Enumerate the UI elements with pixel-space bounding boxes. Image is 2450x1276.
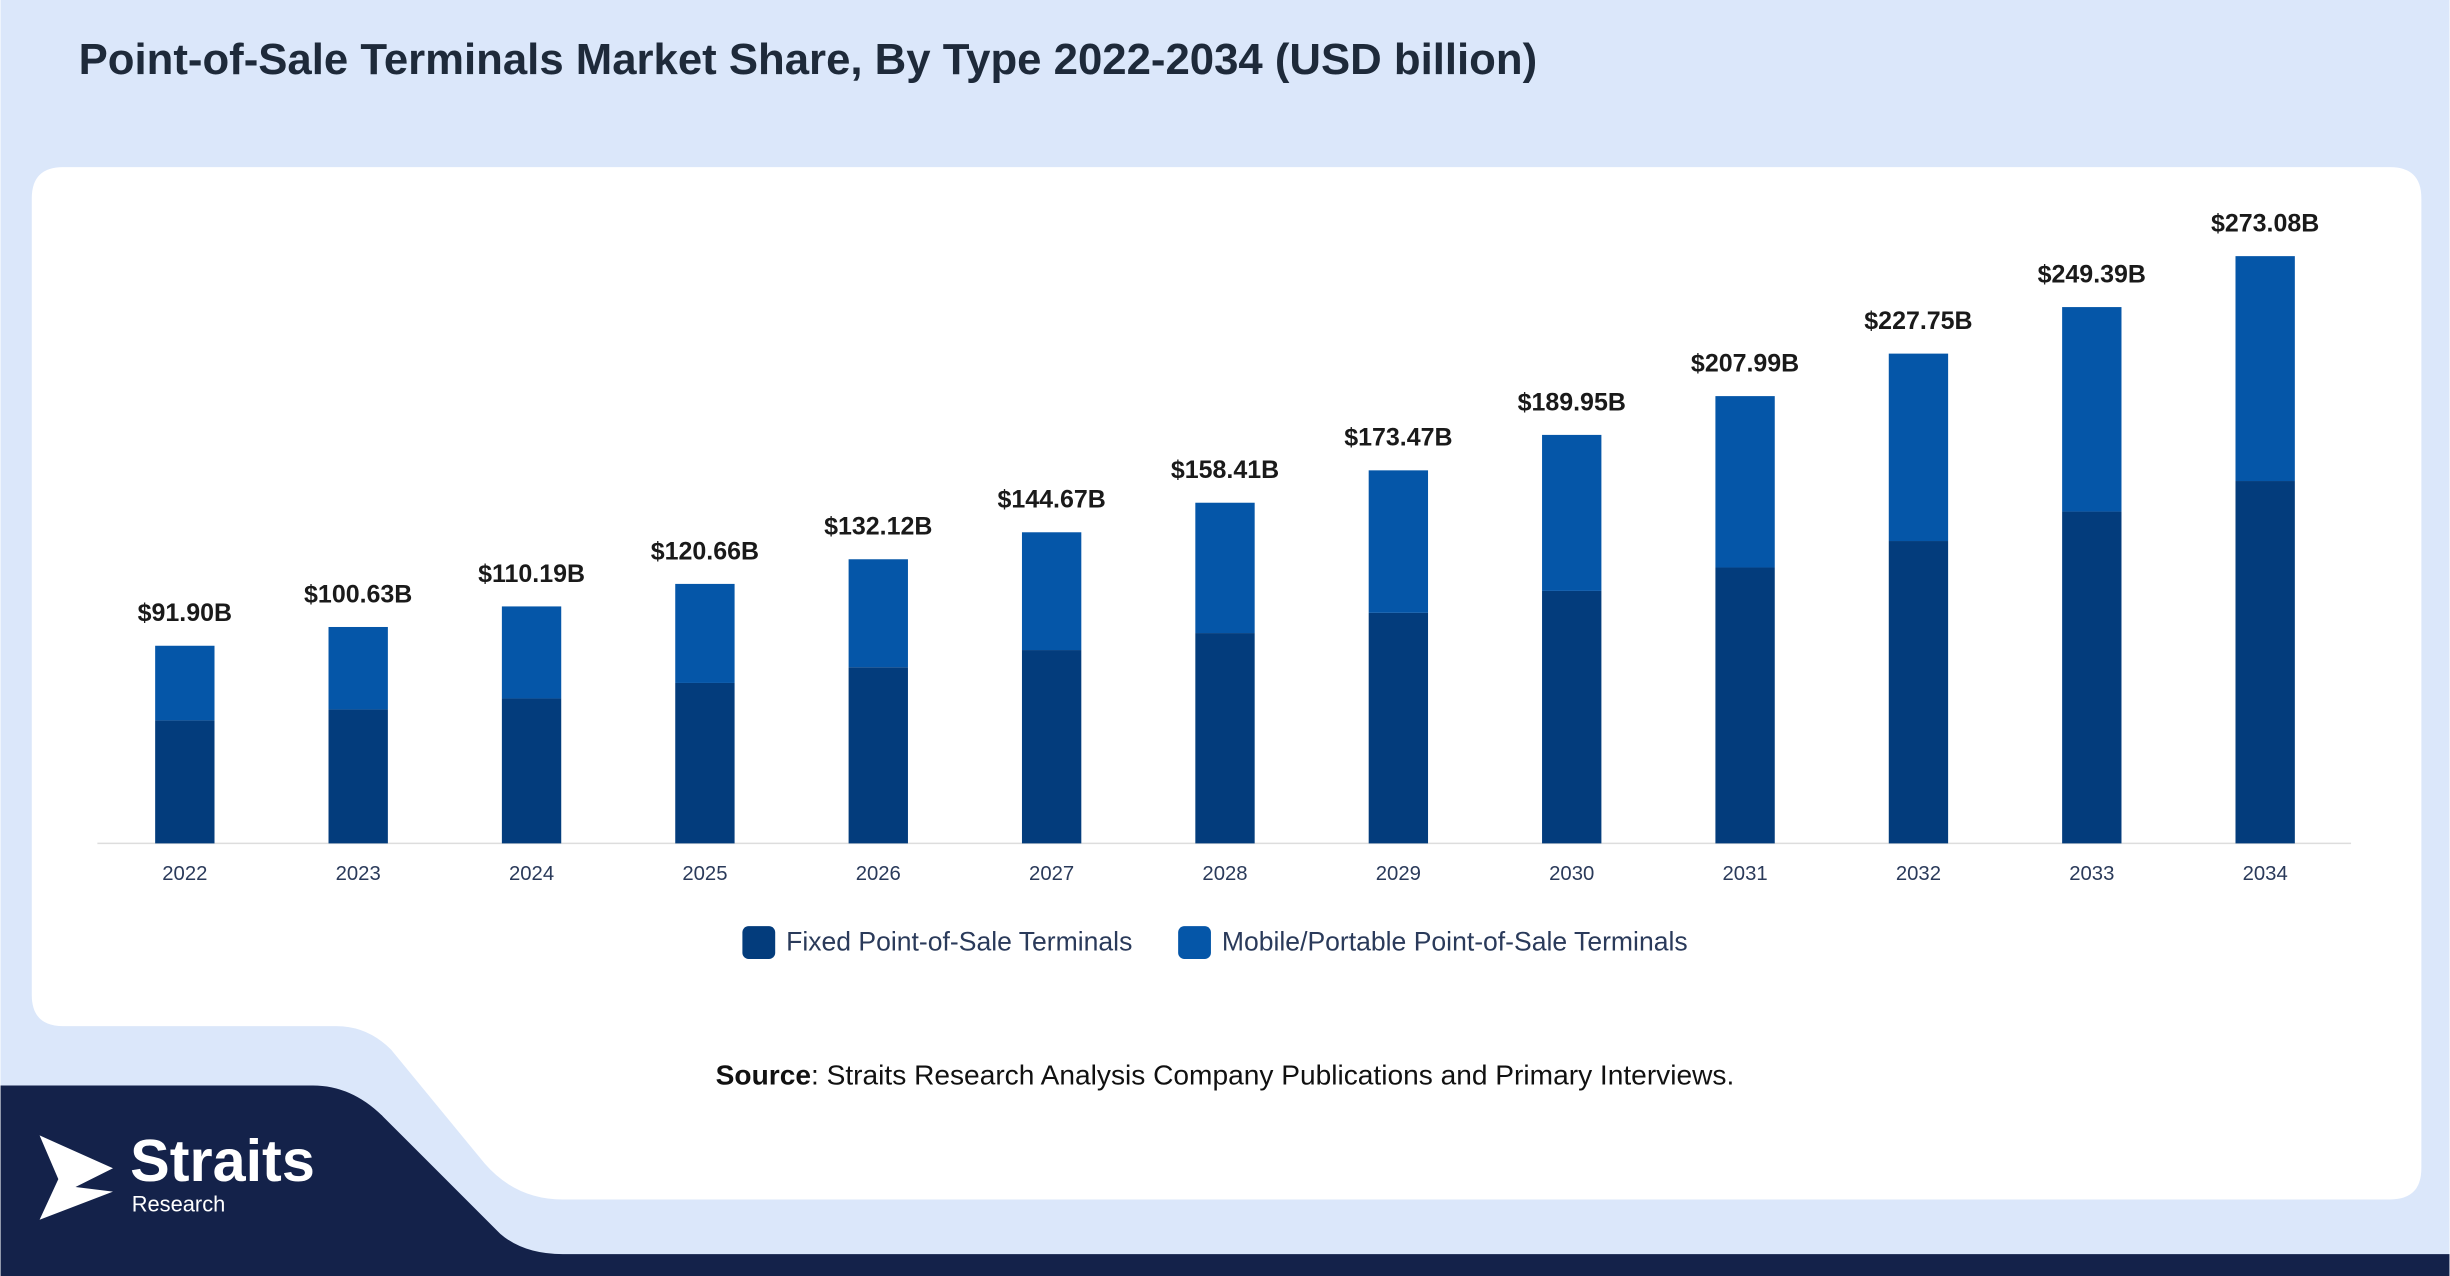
x-tick-label: 2028 — [1202, 863, 1247, 885]
total-label: $120.66B — [651, 537, 759, 565]
total-label: $144.67B — [997, 486, 1105, 514]
total-label: $132.12B — [824, 513, 932, 541]
x-tick-label: 2023 — [336, 863, 381, 885]
bar-segment — [1715, 567, 1775, 844]
bar-segment — [848, 559, 908, 668]
bar-segment — [328, 709, 388, 844]
bar-segment — [155, 645, 215, 721]
legend-swatch — [742, 926, 776, 959]
total-label: $249.39B — [2038, 260, 2146, 288]
source: Source: Straits Research Analysis Compan… — [716, 1060, 1735, 1091]
bar-segment — [1021, 650, 1082, 844]
legend-swatch — [1178, 926, 1211, 959]
bar-segment — [2235, 481, 2295, 844]
x-tick-label: 2027 — [1029, 863, 1074, 885]
bar-segment — [328, 626, 388, 710]
logo-sub: Research — [132, 1191, 226, 1216]
total-label: $207.99B — [1691, 349, 1799, 377]
bar-segment — [1542, 590, 1602, 844]
bar-segment — [1021, 532, 1082, 651]
bar-segment — [155, 720, 215, 844]
logo-name: Straits — [130, 1127, 315, 1194]
x-tick-label: 2030 — [1549, 863, 1594, 885]
bar-segment — [501, 606, 562, 699]
total-label: $91.90B — [138, 599, 232, 627]
chart-title: Point-of-Sale Terminals Market Share, By… — [79, 35, 1538, 84]
x-tick-label: 2022 — [162, 863, 207, 885]
x-tick-label: 2024 — [509, 863, 554, 885]
x-tick-label: 2026 — [856, 863, 901, 885]
total-label: $273.08B — [2211, 209, 2319, 237]
total-label: $158.41B — [1171, 456, 1279, 484]
total-label: $110.19B — [478, 560, 585, 588]
x-tick-label: 2031 — [1723, 863, 1768, 885]
source-text: : Straits Research Analysis Company Publ… — [811, 1060, 1734, 1091]
bar-segment — [1888, 353, 1949, 542]
footer-band — [0, 1085, 2450, 1276]
x-tick-label: 2025 — [682, 863, 727, 885]
x-tick-label: 2029 — [1376, 863, 1421, 885]
x-tick-label: 2032 — [1896, 863, 1941, 885]
bar-segment — [2062, 307, 2122, 512]
total-label: $173.47B — [1344, 424, 1452, 452]
bar-segment — [1888, 541, 1949, 844]
x-tick-label: 2033 — [2069, 863, 2114, 885]
bar-segment — [2235, 256, 2295, 482]
bar-segment — [1542, 434, 1602, 591]
bar-segment — [1195, 633, 1255, 844]
bar-segment — [848, 667, 908, 844]
total-label: $189.95B — [1518, 388, 1626, 416]
bar-segment — [501, 698, 562, 844]
bar-segment — [1715, 396, 1775, 568]
logo-icon — [39, 1135, 113, 1220]
source-label: Source — [716, 1060, 811, 1091]
legend-label: Fixed Point-of-Sale Terminals — [786, 926, 1132, 956]
bar-segment — [1368, 470, 1429, 613]
bar-segment — [675, 682, 735, 844]
legend-label: Mobile/Portable Point-of-Sale Terminals — [1222, 926, 1688, 956]
total-label: $100.63B — [304, 580, 412, 608]
x-tick-label: 2034 — [2243, 863, 2288, 885]
bar-segment — [1368, 612, 1429, 844]
total-label: $227.75B — [1864, 307, 1972, 335]
bar-segment — [1195, 502, 1255, 634]
bar-segment — [2062, 511, 2122, 844]
bar-segment — [675, 583, 735, 683]
